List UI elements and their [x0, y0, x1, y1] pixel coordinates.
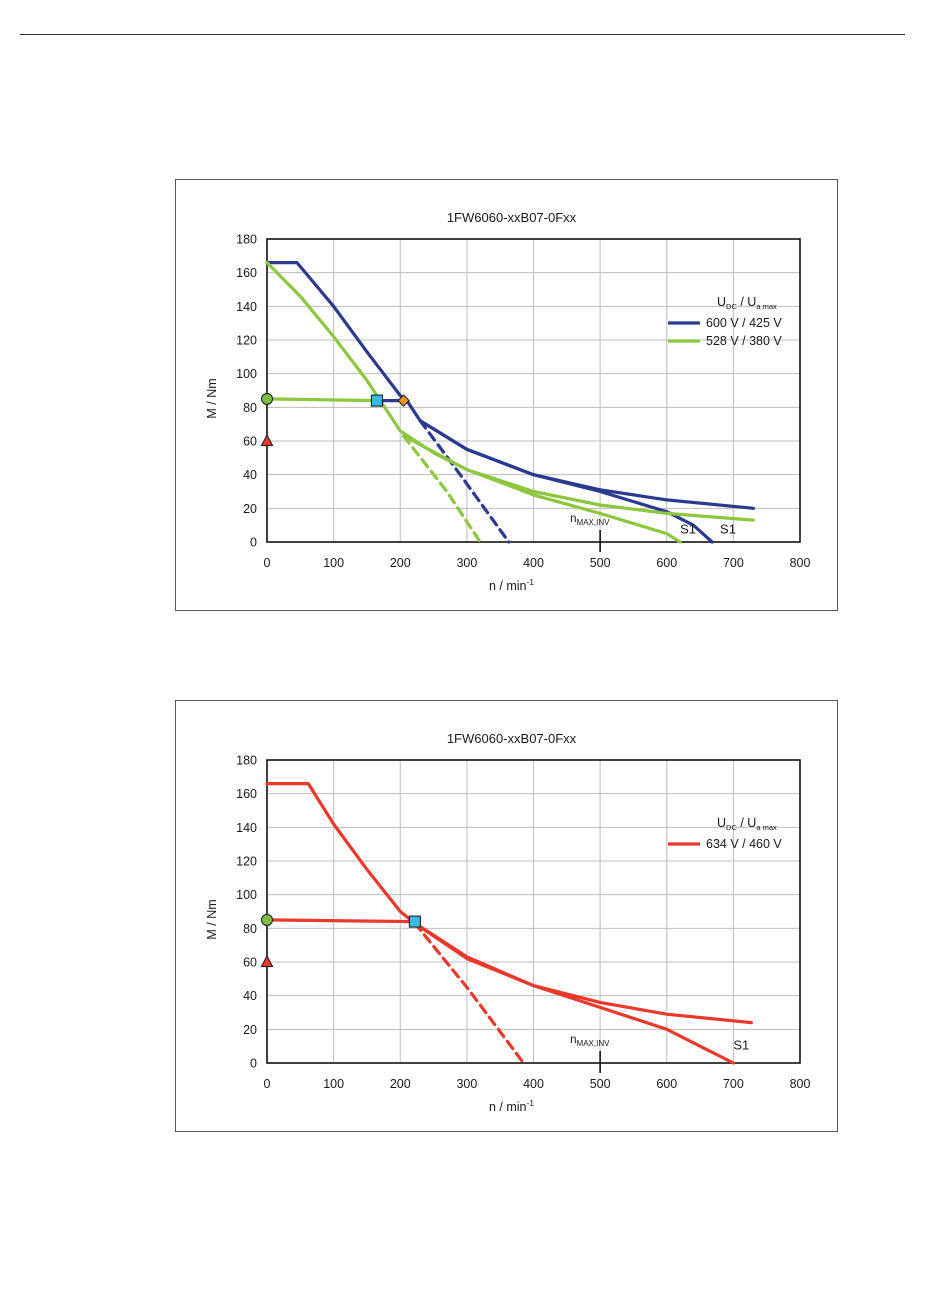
x-tick-label: 600: [656, 556, 677, 570]
x-tick-label: 700: [723, 556, 744, 570]
legend-entry: 528 V / 380 V: [706, 334, 782, 348]
legend-header-sub2: a max: [756, 823, 777, 832]
y-tick-label: 160: [236, 787, 257, 801]
series-line-6: [402, 434, 682, 544]
y-tick-label: 180: [236, 754, 257, 768]
plot-area-frame: [266, 238, 801, 543]
y-tick-label: 20: [243, 502, 257, 516]
x-tick-label: 0: [264, 556, 271, 570]
marker-circle: [260, 392, 274, 405]
y-tick-label: 100: [236, 367, 257, 381]
nmax-inv-label: nMAX,INV: [570, 513, 610, 527]
marker-square: [408, 915, 421, 928]
series-line-5: [265, 397, 379, 403]
marker-triangle: [260, 433, 274, 447]
y-tick-label: 20: [243, 1023, 257, 1037]
chart-panel-1: 1FW6060-xxB07-0Fxx 0 100 200 300 400 500 600 700…: [175, 179, 838, 611]
marker-diamond: [397, 394, 410, 407]
series-line-0: [265, 781, 754, 1025]
y-axis-label: M / Nm: [205, 378, 219, 418]
y-tick-label: 0: [250, 536, 257, 550]
nmax-inv-label-main: n: [570, 1034, 576, 1046]
x-tick-label: 0: [264, 1077, 271, 1091]
series-line-3: [265, 918, 417, 924]
x-tick-label: 200: [390, 556, 411, 570]
y-tick-label: 140: [236, 821, 257, 835]
x-tick-label: 300: [456, 556, 477, 570]
x-tick-label: 100: [323, 556, 344, 570]
x-axis-label-exponent: -1: [526, 577, 534, 587]
legend-header-main1: U: [717, 295, 726, 309]
x-tick-label: 800: [790, 1077, 811, 1091]
series-line-2: [413, 921, 736, 1065]
y-tick-label: 120: [236, 855, 257, 869]
y-tick-label: 60: [243, 435, 257, 449]
x-tick-label: 100: [323, 1077, 344, 1091]
x-axis-label-text: n / min: [489, 579, 527, 593]
x-axis-label-text: n / min: [489, 1100, 527, 1114]
x-tick-label: 400: [523, 1077, 544, 1091]
nmax-inv-label: nMAX,INV: [570, 1034, 610, 1048]
marker-square: [370, 394, 383, 407]
plot-area-frame: [266, 759, 801, 1064]
series-line-4: [402, 434, 482, 544]
nmax-inv-label-sub: MAX,INV: [577, 518, 611, 527]
curve-annotation: S1: [733, 1038, 749, 1053]
series-line-1: [418, 419, 511, 544]
y-tick-label: 80: [243, 401, 257, 415]
header-rule: [20, 34, 905, 35]
x-tick-label: 500: [590, 556, 611, 570]
y-tick-label: 160: [236, 266, 257, 280]
marker-triangle: [260, 954, 274, 968]
x-axis-label: n / min-1: [489, 577, 534, 593]
chart-panel-2: 1FW6060-xxB07-0Fxx 0 100 200 300 400 500 600 700…: [175, 700, 838, 1132]
legend-entry: 634 V / 460 V: [706, 837, 782, 851]
chart-title: 1FW6060-xxB07-0Fxx: [447, 210, 577, 225]
chart-title: 1FW6060-xxB07-0Fxx: [447, 731, 577, 746]
x-tick-label: 500: [590, 1077, 611, 1091]
x-axis-label: n / min-1: [489, 1098, 534, 1114]
x-tick-label: 600: [656, 1077, 677, 1091]
marker-circle: [260, 913, 274, 926]
curve-annotation: S1: [720, 522, 736, 537]
y-tick-label: 100: [236, 888, 257, 902]
x-tick-label: 300: [456, 1077, 477, 1091]
x-tick-label: 700: [723, 1077, 744, 1091]
x-tick-label: 800: [790, 556, 811, 570]
legend-header-main2: U: [747, 816, 756, 830]
series-line-3: [265, 260, 756, 522]
y-axis-label: M / Nm: [205, 899, 219, 939]
legend-header: UDC / Ua max: [717, 295, 777, 311]
y-tick-label: 0: [250, 1057, 257, 1071]
curve-annotation: S1: [680, 522, 696, 537]
legend-header-sub1: DC: [726, 302, 737, 311]
x-tick-label: 200: [390, 1077, 411, 1091]
legend-header-main1: U: [717, 816, 726, 830]
legend-header-main2: U: [747, 295, 756, 309]
y-tick-label: 120: [236, 334, 257, 348]
y-tick-label: 40: [243, 468, 257, 482]
y-tick-label: 140: [236, 300, 257, 314]
series-line-2: [418, 419, 714, 544]
x-axis-label-exponent: -1: [526, 1098, 534, 1108]
nmax-inv-label-main: n: [570, 513, 576, 525]
y-tick-label: 180: [236, 233, 257, 247]
series-line-1: [413, 921, 526, 1065]
legend-header-sep: /: [737, 816, 747, 830]
y-tick-label: 80: [243, 922, 257, 936]
nmax-inv-label-sub: MAX,INV: [577, 1039, 611, 1048]
legend-entry: 600 V / 425 V: [706, 316, 782, 330]
legend-header-sep: /: [737, 295, 747, 309]
x-tick-label: 400: [523, 556, 544, 570]
legend-header-sub1: DC: [726, 823, 737, 832]
series-line-0: [265, 260, 756, 510]
y-tick-label: 60: [243, 956, 257, 970]
legend-header-sub2: a max: [756, 302, 777, 311]
legend-header: UDC / Ua max: [717, 816, 777, 832]
y-tick-label: 40: [243, 989, 257, 1003]
